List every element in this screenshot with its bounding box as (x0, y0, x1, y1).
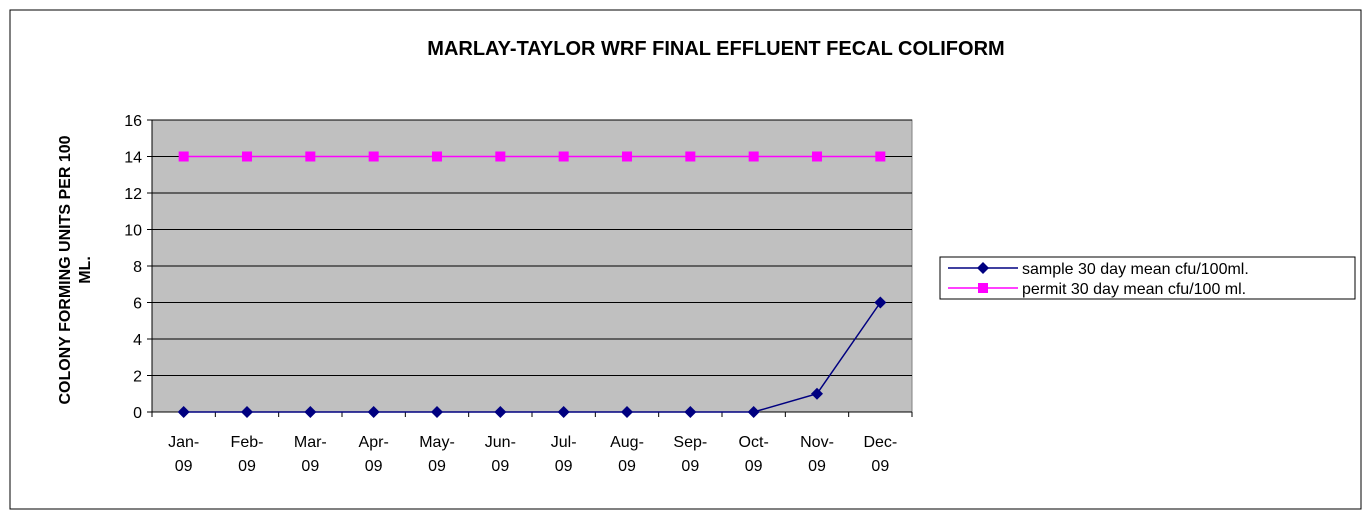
marker (557, 406, 570, 418)
marker (368, 151, 379, 162)
marker (178, 151, 189, 162)
marker (977, 262, 989, 274)
y-tick-label: 4 (133, 332, 142, 349)
marker (304, 406, 317, 418)
x-tick-label: Sep-09 (673, 434, 707, 475)
y-tick-label: 0 (133, 405, 142, 422)
chart-title: MARLAY-TAYLOR WRF FINAL EFFLUENT FECAL C… (427, 38, 1004, 60)
x-tick-label: Mar-09 (294, 434, 327, 475)
marker (685, 151, 696, 162)
y-tick-label: 6 (133, 296, 142, 313)
x-tick-label: Apr-09 (359, 434, 389, 475)
marker (495, 151, 506, 162)
marker (621, 406, 633, 418)
x-tick-label: May-09 (419, 434, 455, 475)
y-axis-label: COLONY FORMING UNITS PER 100 ML. (57, 135, 94, 404)
marker (431, 406, 443, 418)
series-line (183, 302, 881, 413)
legend-label: permit 30 day mean cfu/100 ml. (1022, 281, 1246, 298)
x-tick-label: Oct-09 (739, 434, 769, 475)
y-tick-label: 12 (124, 186, 142, 203)
legend-label: sample 30 day mean cfu/100ml. (1022, 261, 1249, 278)
y-tick-label: 14 (124, 150, 142, 167)
marker (684, 406, 697, 418)
x-tick-label: Dec-09 (863, 434, 897, 475)
y-tick-label: 8 (133, 259, 142, 276)
x-tick-label: Nov-09 (800, 434, 834, 475)
marker (242, 151, 252, 162)
marker (811, 387, 823, 400)
marker (367, 406, 380, 418)
x-tick-label: Jul-09 (551, 434, 577, 475)
marker (748, 151, 759, 162)
marker (558, 151, 569, 162)
x-tick-label: Jun-09 (485, 434, 516, 475)
x-tick-label: Aug-09 (610, 434, 644, 475)
y-tick-label: 2 (133, 369, 142, 386)
legend-box (939, 256, 1356, 300)
marker (494, 406, 507, 418)
marker (812, 151, 822, 162)
marker (622, 151, 632, 162)
marker (874, 296, 887, 309)
x-tick-label: Jan-09 (168, 434, 199, 475)
marker (747, 406, 760, 418)
y-tick-label: 16 (124, 113, 142, 130)
marker (241, 406, 253, 418)
marker (177, 406, 190, 418)
marker (432, 151, 442, 162)
marker (978, 283, 988, 293)
x-tick-label: Feb-09 (231, 434, 264, 475)
y-tick-label: 10 (124, 223, 142, 240)
marker (875, 151, 886, 162)
marker (305, 151, 316, 162)
